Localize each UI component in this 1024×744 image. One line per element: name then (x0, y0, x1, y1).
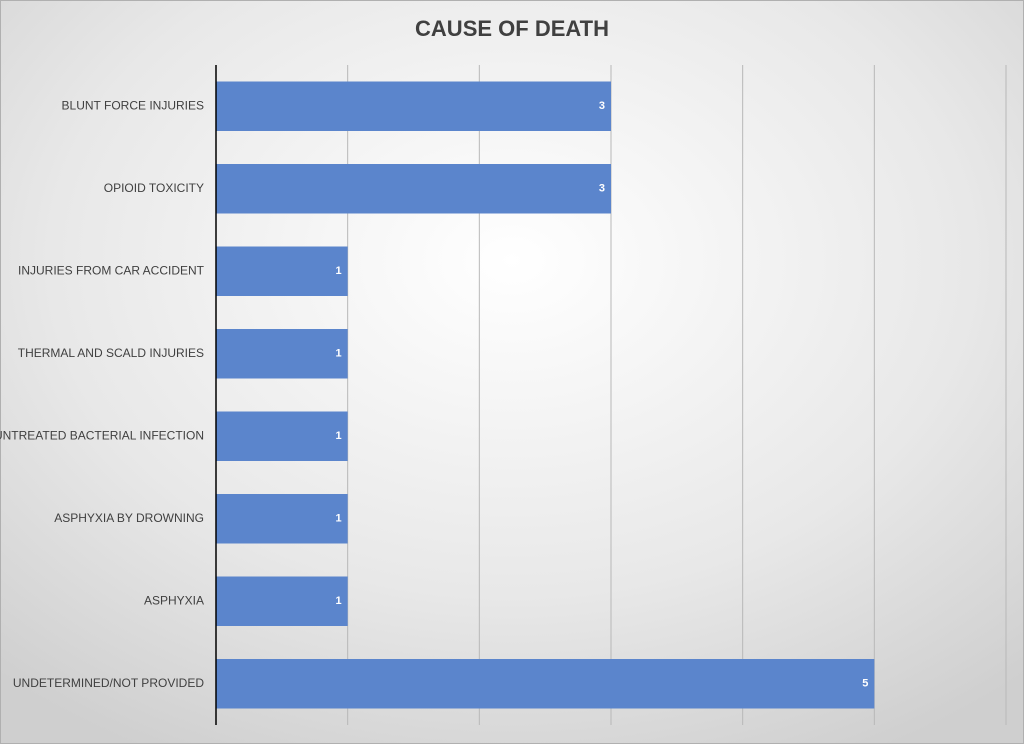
data-label: 1 (336, 265, 342, 277)
y-tick-label: INJURIES FROM CAR ACCIDENT (18, 263, 205, 277)
bar (216, 81, 611, 131)
y-tick-label: ASPHYXIA BY DROWNING (54, 511, 204, 525)
data-label: 1 (336, 348, 342, 360)
y-tick-label: OPIOID TOXICITY (104, 181, 204, 195)
data-label: 3 (599, 183, 605, 195)
data-label: 1 (336, 430, 342, 442)
bar (216, 576, 348, 626)
bar (216, 494, 348, 544)
data-label: 5 (862, 678, 868, 690)
y-tick-label: THERMAL AND SCALD INJURIES (18, 346, 204, 360)
bar (216, 164, 611, 214)
bar (216, 659, 875, 709)
data-label: 3 (599, 100, 605, 112)
bar (216, 246, 348, 296)
bar (216, 329, 348, 379)
bar (216, 411, 348, 461)
y-tick-label: UNDETERMINED/NOT PROVIDED (13, 676, 204, 690)
y-tick-label: BLUNT FORCE INJURIES (62, 98, 204, 112)
data-label: 1 (336, 513, 342, 525)
chart-title: CAUSE OF DEATH (415, 16, 609, 41)
data-label: 1 (336, 595, 342, 607)
y-tick-label: UNTREATED BACTERIAL INFECTION (0, 428, 204, 442)
y-tick-label: ASPHYXIA (144, 593, 204, 607)
